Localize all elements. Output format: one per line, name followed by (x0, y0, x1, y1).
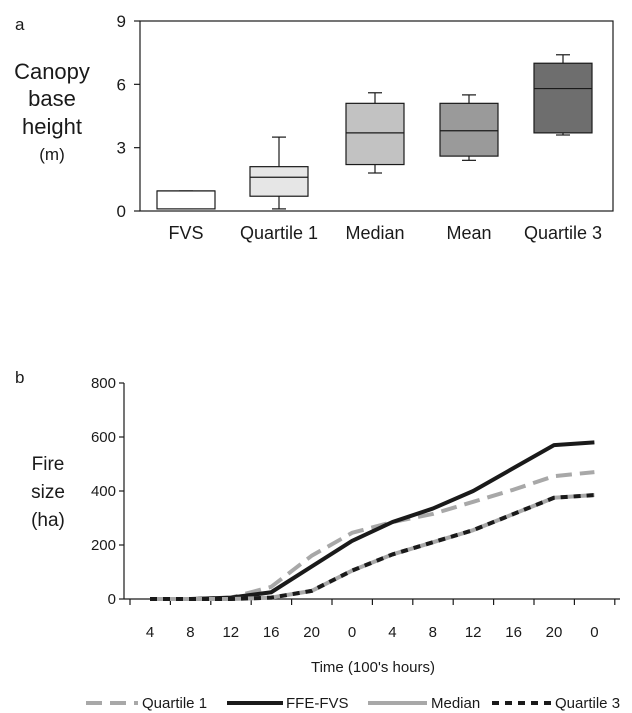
panel-a-category-label: Median (345, 223, 404, 243)
panel-a-ylabel: Canopy base height (m) (14, 59, 90, 164)
panel-b-x-tick-label: 16 (505, 624, 522, 641)
panel-b-x-tick-label: 20 (303, 624, 320, 641)
panel-b-x-tick-label: 16 (263, 624, 280, 641)
panel-a-letter: a (15, 15, 25, 34)
series-line-quartile-3 (150, 493, 595, 601)
panel-b-x-tick-label: 4 (388, 624, 396, 641)
panel-b-legend: Quartile 1 FFE-FVS Median Quartile 3 (86, 695, 620, 712)
panel-a-category-label: Quartile 3 (524, 223, 602, 243)
legend-item: Quartile 1 (86, 695, 207, 712)
panel-b-y-tick-label: 200 (91, 537, 116, 554)
panel-a-y-tick-label: 6 (117, 75, 126, 94)
box-median (345, 92, 405, 174)
panel-b-y-ticks: 0 200 400 600 800 (91, 375, 124, 608)
panel-b-x-tick-label: 12 (465, 624, 482, 641)
panel-b-x-tick-label: 0 (590, 624, 598, 641)
panel-b-x-axis-label: Time (100's hours) (311, 659, 435, 676)
panel-a-y-tick-label: 3 (117, 139, 126, 158)
legend-item: Quartile 3 (492, 695, 620, 712)
series-line-median (150, 493, 595, 601)
panel-a-ylabel-line-3: height (22, 114, 82, 139)
panel-b-x-tick-label: 0 (348, 624, 356, 641)
box-body (156, 190, 216, 210)
panel-b-x-tick-label: 4 (146, 624, 154, 641)
panel-a-category-label: Mean (446, 223, 491, 243)
panel-b-axes (123, 383, 620, 600)
panel-a-boxes (156, 54, 593, 210)
series-line-ffe-fvs (150, 440, 595, 601)
panel-a-ylabel-line-4: (m) (39, 145, 64, 164)
panel-b-y-tick-label: 600 (91, 429, 116, 446)
box-quartile-3 (533, 54, 593, 136)
box-fvs (156, 190, 216, 210)
panel-b-ylabel-line-2: size (31, 482, 65, 503)
series-line-quartile-1 (150, 470, 595, 601)
panel-b-x-tick-label: 8 (186, 624, 194, 641)
legend-label: Quartile 1 (142, 695, 207, 712)
panel-b-ylabel-line-1: Fire (32, 454, 65, 475)
panel-b-y-tick-label: 800 (91, 375, 116, 392)
panel-b-x-tick-label: 8 (429, 624, 437, 641)
panel-a: a Canopy base height (m) 0 3 6 9 FVS Quartil… (14, 12, 614, 243)
legend-label: Median (431, 695, 480, 712)
panel-a-y-ticks: 0 3 6 9 (117, 12, 140, 221)
box-body (533, 62, 593, 134)
legend-label: Quartile 3 (555, 695, 620, 712)
box-mean (439, 94, 499, 161)
panel-b-y-tick-label: 0 (108, 591, 116, 608)
panel-a-plot-frame (139, 20, 614, 212)
panel-b-x-tick-label: 20 (546, 624, 563, 641)
panel-b-series-lines (150, 440, 595, 601)
box-body (249, 166, 309, 197)
panel-b-y-tick-label: 400 (91, 483, 116, 500)
box-quartile-1 (249, 136, 309, 210)
legend-label: FFE-FVS (286, 695, 349, 712)
panel-a-y-tick-label: 9 (117, 12, 126, 31)
panel-a-category-label: Quartile 1 (240, 223, 318, 243)
panel-b-ylabel: Fire size (ha) (31, 454, 65, 531)
box-body (345, 102, 405, 166)
box-body (439, 102, 499, 157)
panel-b-ylabel-line-3: (ha) (31, 510, 65, 531)
panel-a-ylabel-line-1: Canopy (14, 59, 90, 84)
panel-a-ylabel-line-2: base (28, 86, 76, 111)
panel-a-category-labels: FVS Quartile 1 Median Mean Quartile 3 (168, 223, 602, 243)
panel-b-x-tick-label: 12 (222, 624, 239, 641)
legend-item: FFE-FVS (227, 695, 349, 712)
panel-b-x-ticks: 4 8 12 16 20 0 4 8 12 16 20 0 (129, 599, 616, 641)
panel-a-category-label: FVS (168, 223, 203, 243)
panel-b-letter: b (15, 368, 24, 387)
legend-item: Median (368, 695, 480, 712)
panel-a-y-tick-label: 0 (117, 202, 126, 221)
